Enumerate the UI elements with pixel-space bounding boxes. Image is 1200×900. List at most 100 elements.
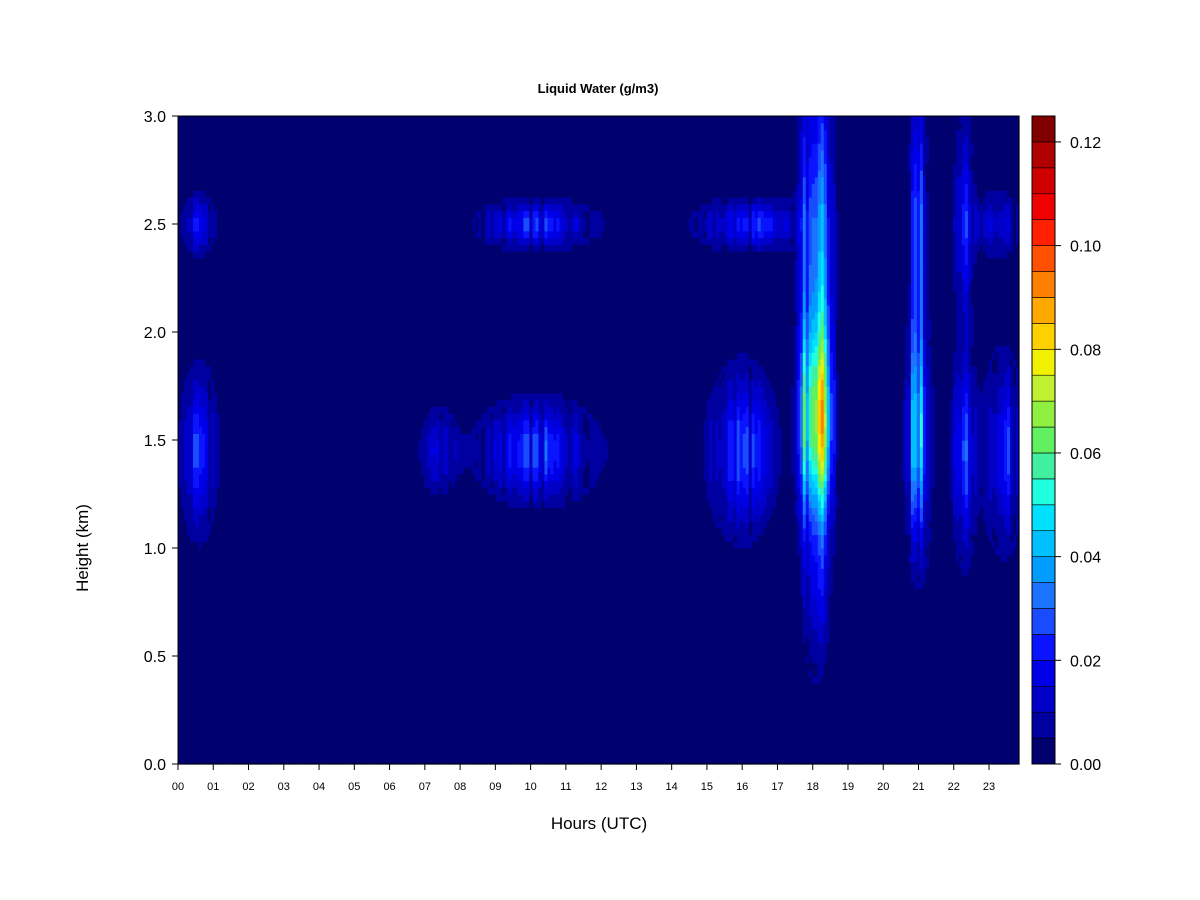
heatmap-cell bbox=[346, 757, 350, 765]
heatmap-cell bbox=[931, 723, 936, 731]
heatmap-cell bbox=[589, 750, 594, 758]
heatmap-cell bbox=[685, 696, 690, 704]
heatmap-cell bbox=[994, 737, 999, 745]
heatmap-cell bbox=[430, 750, 434, 758]
heatmap-cell bbox=[535, 716, 540, 725]
heatmap-cell bbox=[544, 737, 549, 745]
heatmap-cell bbox=[241, 710, 245, 718]
heatmap-cell bbox=[793, 730, 798, 738]
heatmap-cell bbox=[667, 703, 672, 711]
heatmap-cell bbox=[499, 730, 503, 738]
heatmap-cell bbox=[688, 703, 693, 711]
heatmap-cell bbox=[712, 696, 717, 704]
heatmap-cell bbox=[838, 723, 843, 731]
heatmap-cell bbox=[637, 696, 642, 704]
heatmap-cell bbox=[901, 743, 906, 752]
heatmap-cell bbox=[820, 716, 825, 725]
heatmap-cell bbox=[250, 730, 254, 738]
heatmap-cell bbox=[376, 716, 380, 725]
heatmap-cell bbox=[619, 737, 624, 745]
heatmap-cell bbox=[859, 703, 864, 711]
heatmap-cell bbox=[667, 723, 672, 731]
heatmap-cell bbox=[769, 723, 774, 731]
heatmap-cell bbox=[844, 710, 849, 718]
heatmap-cell bbox=[640, 750, 645, 758]
heatmap-cell bbox=[502, 757, 506, 765]
heatmap-cell bbox=[886, 737, 891, 745]
heatmap-cell bbox=[880, 710, 885, 718]
heatmap-cell bbox=[613, 716, 618, 725]
heatmap-cell bbox=[226, 703, 230, 711]
heatmap-cell bbox=[886, 716, 891, 725]
heatmap-cell bbox=[646, 750, 651, 758]
heatmap-cell bbox=[373, 710, 377, 718]
heatmap-cell bbox=[835, 737, 840, 745]
heatmap-cell bbox=[253, 757, 257, 765]
heatmap-cell bbox=[244, 757, 248, 765]
heatmap-cell bbox=[490, 750, 494, 758]
heatmap-cell bbox=[940, 716, 945, 725]
heatmap-cell bbox=[289, 703, 293, 711]
heatmap-cell bbox=[859, 737, 864, 745]
heatmap-cell bbox=[652, 703, 657, 711]
heatmap-cell bbox=[283, 703, 287, 711]
heatmap-cell bbox=[1009, 737, 1014, 745]
heatmap-cell bbox=[460, 743, 464, 752]
heatmap-cell bbox=[643, 703, 648, 711]
heatmap-cell bbox=[352, 696, 356, 704]
heatmap-cell bbox=[808, 703, 813, 711]
heatmap-cell bbox=[895, 750, 900, 758]
heatmap-cell bbox=[448, 710, 452, 718]
heatmap-cell bbox=[544, 710, 549, 718]
heatmap-cell bbox=[505, 710, 509, 718]
heatmap-cell bbox=[181, 716, 185, 725]
heatmap-cell bbox=[889, 716, 894, 725]
heatmap-cell bbox=[325, 743, 329, 752]
heatmap-cell bbox=[877, 743, 882, 752]
heatmap-cell bbox=[604, 710, 609, 718]
heatmap-cell bbox=[670, 750, 675, 758]
heatmap-cell bbox=[688, 716, 693, 725]
heatmap-cell bbox=[829, 696, 834, 704]
heatmap-cell bbox=[319, 703, 323, 711]
heatmap-cell bbox=[766, 730, 771, 738]
heatmap-cell bbox=[922, 696, 927, 704]
heatmap-cell bbox=[991, 696, 996, 704]
heatmap-cell bbox=[418, 716, 422, 725]
heatmap-cell bbox=[715, 730, 720, 738]
heatmap-cell bbox=[343, 737, 347, 745]
heatmap-cell bbox=[697, 750, 702, 758]
heatmap-cell bbox=[553, 716, 558, 725]
heatmap-cell bbox=[832, 716, 837, 725]
heatmap-cell bbox=[475, 723, 479, 731]
heatmap-cell bbox=[604, 750, 609, 758]
heatmap-cell bbox=[433, 716, 437, 725]
heatmap-cell bbox=[844, 730, 849, 738]
heatmap-cell bbox=[916, 710, 921, 718]
heatmap-cell bbox=[829, 723, 834, 731]
heatmap-cell bbox=[421, 723, 425, 731]
heatmap-cell bbox=[196, 710, 200, 718]
heatmap-cell bbox=[199, 750, 203, 758]
heatmap-cell bbox=[544, 696, 549, 704]
heatmap-cell bbox=[451, 716, 455, 725]
heatmap-cell bbox=[583, 703, 588, 711]
heatmap-cell bbox=[724, 743, 729, 752]
heatmap-cell bbox=[880, 716, 885, 725]
heatmap-cell bbox=[475, 750, 479, 758]
heatmap-cell bbox=[472, 703, 476, 711]
heatmap-cell bbox=[847, 743, 852, 752]
heatmap-cell bbox=[313, 730, 317, 738]
heatmap-cell bbox=[256, 757, 260, 765]
heatmap-cell bbox=[868, 696, 873, 704]
heatmap-cell bbox=[592, 723, 597, 731]
heatmap-cell bbox=[1003, 750, 1008, 758]
heatmap-cell bbox=[517, 723, 521, 731]
heatmap-cell bbox=[370, 723, 374, 731]
heatmap-cell bbox=[238, 750, 242, 758]
heatmap-cell bbox=[757, 757, 762, 765]
heatmap-cell bbox=[967, 696, 972, 704]
heatmap-cell bbox=[640, 703, 645, 711]
heatmap-cell bbox=[583, 716, 588, 725]
heatmap-cell bbox=[322, 750, 326, 758]
